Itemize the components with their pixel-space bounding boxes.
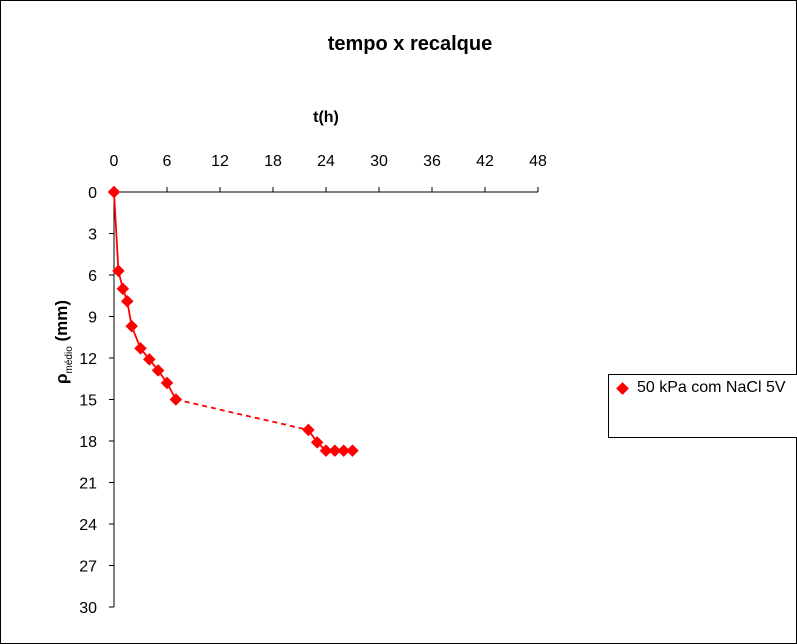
y-tick-label: 24 <box>79 517 97 534</box>
data-point <box>319 444 333 458</box>
x-tick-label: 0 <box>110 153 119 170</box>
y-tick-label: 15 <box>79 393 97 410</box>
data-point <box>346 444 359 458</box>
data-point <box>328 444 342 458</box>
y-axis-title: ρmédio (mm) <box>52 300 75 384</box>
data-point <box>160 376 174 390</box>
data-point <box>116 282 130 296</box>
legend-label: 50 kPa com NaCl 5V <box>637 379 786 396</box>
data-point <box>125 319 139 333</box>
x-tick-label: 42 <box>476 153 494 170</box>
y-tick-label: 21 <box>79 476 97 493</box>
y-tick-label: 18 <box>79 434 97 451</box>
y-axis-title-symbol: ρ <box>52 373 71 384</box>
y-tick-label: 9 <box>88 310 97 327</box>
axes <box>109 187 539 608</box>
series-line-segment <box>113 191 120 271</box>
y-axis-ticks: 0 3 6 9 12 15 18 21 24 27 30 <box>79 185 97 617</box>
data-point <box>142 353 156 366</box>
y-axis-title-subscript: médio <box>64 346 75 374</box>
legend-diamond-marker-icon <box>616 382 629 395</box>
series-line-segment-dashed <box>175 398 309 431</box>
data-point <box>120 294 134 308</box>
y-tick-label: 3 <box>88 227 97 244</box>
x-tick-label: 30 <box>370 153 388 170</box>
data-point <box>107 185 121 199</box>
x-tick-label: 18 <box>264 153 282 170</box>
data-point <box>151 364 165 377</box>
x-tick-label: 24 <box>317 153 335 170</box>
y-tick-label: 30 <box>79 600 97 617</box>
x-axis-ticks: 0 6 12 18 24 30 36 42 48 <box>110 153 547 170</box>
data-point <box>169 393 183 406</box>
y-axis-title-unit: (mm) <box>52 300 71 342</box>
data-point <box>337 444 351 458</box>
y-tick-label: 27 <box>79 559 97 576</box>
legend: 50 kPa com NaCl 5V <box>608 374 797 438</box>
data-point <box>112 264 125 278</box>
x-tick-label: 6 <box>163 153 172 170</box>
chart-title: tempo x recalque <box>328 33 493 55</box>
x-tick-label: 36 <box>423 153 441 170</box>
x-axis-title: t(h) <box>313 109 339 126</box>
y-tick-label: 12 <box>79 351 97 368</box>
y-tick-label: 0 <box>88 185 97 202</box>
data-point <box>301 423 315 437</box>
y-tick-label: 6 <box>88 268 97 285</box>
data-point <box>310 436 324 449</box>
series-points <box>107 185 359 458</box>
data-point <box>134 341 147 355</box>
series-lines <box>113 191 353 452</box>
x-tick-label: 48 <box>529 153 547 170</box>
x-tick-label: 12 <box>211 153 229 170</box>
